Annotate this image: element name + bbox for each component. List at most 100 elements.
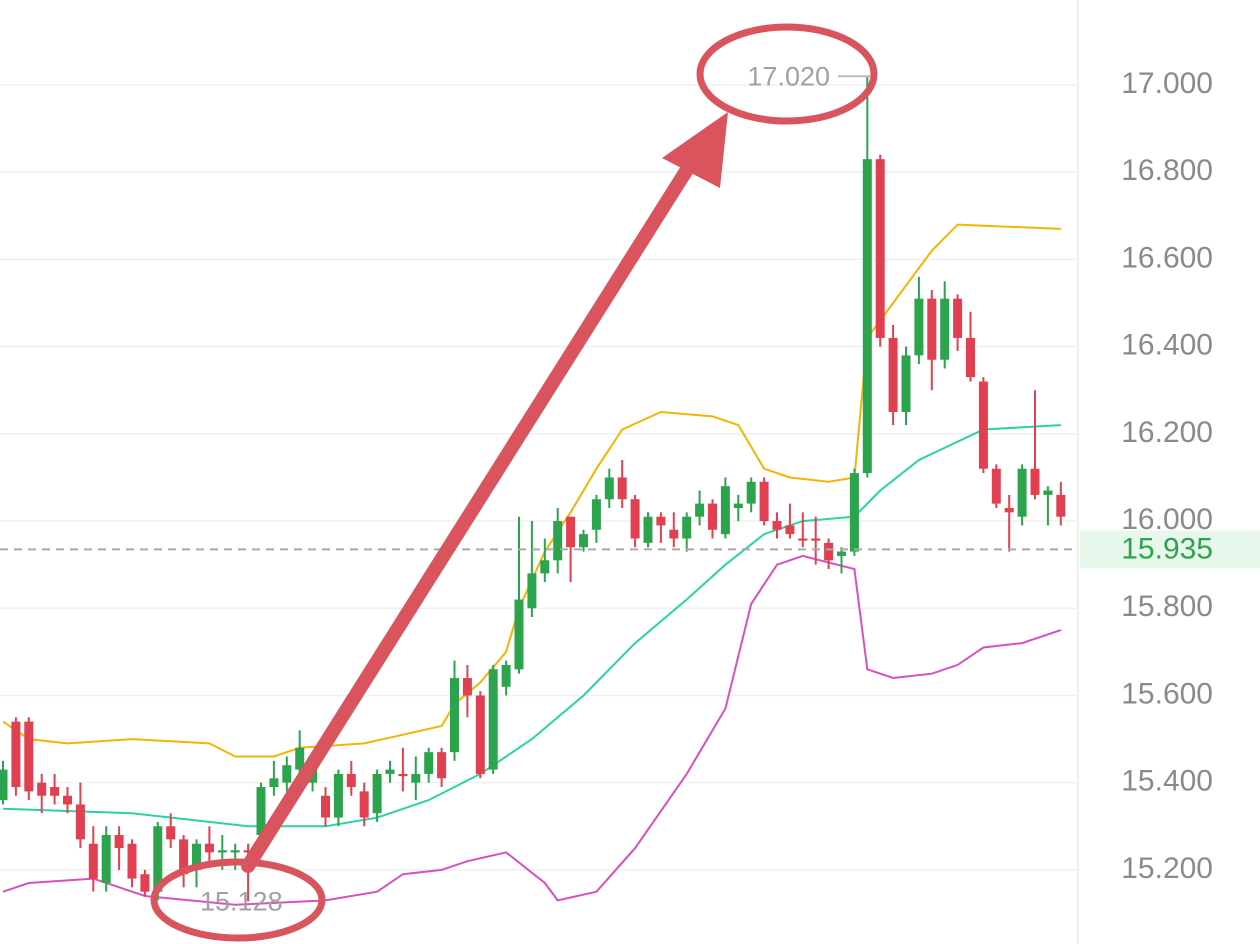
candle-body xyxy=(256,787,266,835)
candle-body xyxy=(282,765,292,783)
annotation-shapes xyxy=(150,23,878,942)
candle-body xyxy=(759,481,769,522)
candle-body xyxy=(862,159,872,474)
overlay: 15.935 17.020 15.128 xyxy=(0,61,1260,916)
y-tick-label: 15.200 xyxy=(1121,852,1213,885)
candle-body xyxy=(230,850,240,853)
candle-body xyxy=(682,516,692,539)
y-tick-label: 15.600 xyxy=(1121,677,1213,710)
y-tick-label: 16.600 xyxy=(1121,241,1213,274)
candle-body xyxy=(1004,507,1014,513)
candle-body xyxy=(566,516,576,548)
candle-body xyxy=(875,159,885,338)
candle-body xyxy=(617,477,627,500)
y-tick-label: 16.800 xyxy=(1121,154,1213,187)
candle-body xyxy=(669,529,679,539)
candle-body xyxy=(643,516,653,543)
candle-body xyxy=(424,752,434,774)
candle-body xyxy=(1056,494,1066,517)
candle-body xyxy=(50,787,60,796)
candle-body xyxy=(411,773,421,783)
y-tick-label: 15.400 xyxy=(1121,765,1213,798)
candle-body xyxy=(398,773,408,777)
highlight-circle xyxy=(696,23,878,125)
candle-body xyxy=(88,843,98,879)
grid: 15.20015.40015.60015.80016.00016.20016.4… xyxy=(0,67,1213,885)
candle-body xyxy=(591,499,601,530)
candle-body xyxy=(385,769,395,774)
candle-body xyxy=(630,499,640,539)
candle-body xyxy=(733,503,743,508)
candle-body xyxy=(772,521,782,530)
candle-body xyxy=(837,551,846,556)
candle-body xyxy=(475,695,485,774)
candle-body xyxy=(966,337,975,378)
y-tick-label: 16.400 xyxy=(1121,329,1213,362)
candle-body xyxy=(0,769,8,801)
candle-body xyxy=(527,573,537,609)
candle-body xyxy=(785,525,795,535)
candle-body xyxy=(437,752,447,779)
candle-body xyxy=(940,298,950,360)
candle-body xyxy=(488,669,498,770)
candle-body xyxy=(746,481,756,504)
candle-body xyxy=(720,486,730,535)
candle-body xyxy=(127,843,137,879)
candle-body xyxy=(1030,468,1040,495)
candle-body xyxy=(824,542,834,561)
candle-body xyxy=(359,791,369,818)
candle-body xyxy=(24,721,34,792)
candle-body xyxy=(243,850,253,853)
candle-body xyxy=(708,503,717,530)
candle-body xyxy=(888,337,898,413)
candle-body xyxy=(604,477,614,500)
candle-body xyxy=(462,678,472,696)
candle-body xyxy=(1017,468,1027,517)
y-tick-label: 16.200 xyxy=(1121,416,1213,449)
candle-body xyxy=(914,298,924,356)
band-line xyxy=(2,554,1062,906)
candle-body xyxy=(1043,490,1053,495)
candle-body xyxy=(953,298,963,338)
highlight-circle xyxy=(150,858,326,942)
candle-body xyxy=(579,534,588,548)
candle-body xyxy=(75,804,85,840)
band-line xyxy=(2,424,1061,828)
candle-body xyxy=(450,678,459,753)
candle-body xyxy=(333,773,343,818)
candle-body xyxy=(501,664,511,687)
arrow-head xyxy=(662,112,728,188)
candle-body xyxy=(514,599,524,670)
last-price-bg xyxy=(1080,530,1260,569)
candle-body xyxy=(295,747,305,770)
arrow-shaft xyxy=(241,161,695,873)
candle-body xyxy=(798,538,808,541)
candle-body xyxy=(63,795,72,805)
candle-body xyxy=(166,826,176,840)
candle-body xyxy=(101,834,111,883)
candle-body xyxy=(140,874,150,892)
candle-body xyxy=(269,778,279,788)
candle-body xyxy=(179,839,189,875)
candle-body xyxy=(153,826,163,892)
candle-body xyxy=(553,521,563,561)
candle-body xyxy=(695,503,705,517)
candle-body xyxy=(321,795,330,818)
candle-body xyxy=(37,782,47,796)
y-tick-label: 17.000 xyxy=(1121,67,1213,100)
annotation-label: 15.128 xyxy=(200,886,283,916)
candle-body xyxy=(192,843,201,870)
candle-body xyxy=(204,843,214,853)
candles xyxy=(0,76,1066,902)
candle-body xyxy=(849,473,859,552)
candle-body xyxy=(372,773,382,814)
candle-body xyxy=(540,560,550,574)
candle-body xyxy=(11,721,21,788)
candle-body xyxy=(346,773,356,788)
candle-body xyxy=(114,834,124,849)
candle-body xyxy=(991,468,1001,504)
annotation-label: 17.020 xyxy=(747,61,830,91)
candle-body xyxy=(217,850,227,853)
y-tick-label: 15.800 xyxy=(1121,590,1213,623)
